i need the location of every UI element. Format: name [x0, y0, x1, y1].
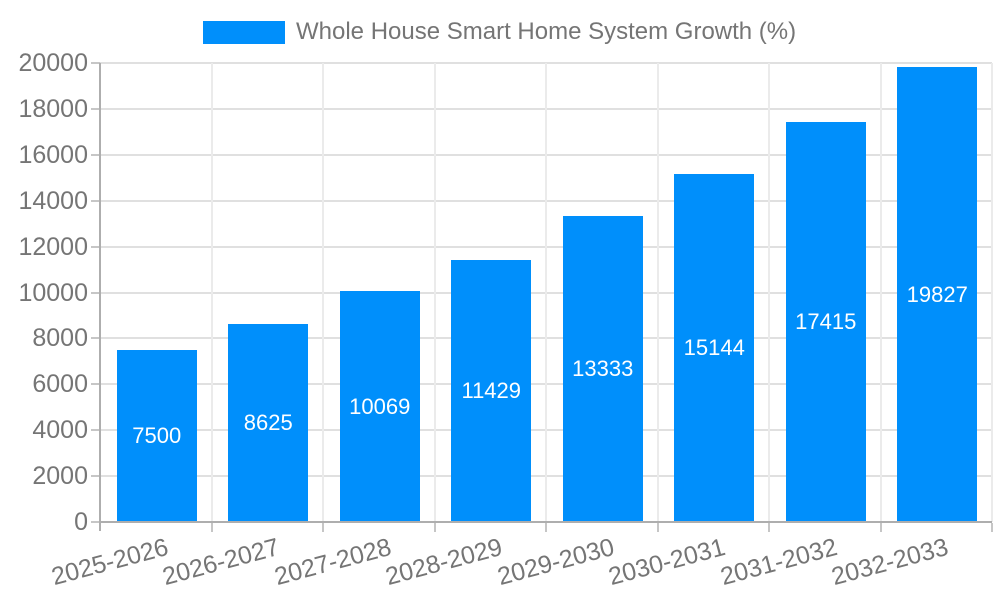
bar[interactable]: 15144: [674, 174, 755, 522]
x-axis-tick: [879, 523, 882, 532]
bar[interactable]: 8625: [228, 324, 309, 522]
y-axis-tick-label: 18000: [18, 94, 88, 123]
bar-value-label: 11429: [461, 378, 522, 403]
x-axis-tick: [545, 523, 547, 532]
bar-value-label: 8625: [243, 410, 293, 435]
x-gridline: [322, 63, 324, 522]
y-axis-tick-label: 16000: [18, 140, 88, 169]
y-axis-tick: [91, 521, 100, 523]
x-axis-tick: [991, 523, 993, 532]
bar-value-label: 13333: [572, 356, 634, 381]
x-gridline: [991, 63, 993, 522]
y-axis-tick: [91, 383, 100, 386]
bar[interactable]: 7500: [116, 350, 197, 522]
bar-value-label: 15144: [683, 335, 745, 360]
y-axis-tick-label: 2000: [32, 462, 88, 491]
x-gridline: [656, 63, 659, 522]
bar[interactable]: 17415: [785, 122, 866, 522]
x-axis-line: [100, 521, 992, 523]
y-axis-tick-label: 0: [74, 508, 88, 536]
legend-item[interactable]: Whole House Smart Home System Growth (%): [203, 19, 796, 45]
y-axis-tick-label: 20000: [18, 49, 88, 77]
x-gridline: [545, 63, 547, 522]
y-axis-tick: [91, 107, 100, 110]
bar[interactable]: 13333: [562, 216, 643, 522]
bar-value-label: 7500: [132, 423, 182, 448]
legend-label: Whole House Smart Home System Growth (%): [296, 18, 797, 45]
y-axis-tick-label: 14000: [18, 186, 88, 215]
bar[interactable]: 10069: [339, 291, 420, 522]
x-axis-tick: [433, 523, 436, 532]
y-axis-tick: [91, 153, 100, 156]
x-gridline: [210, 63, 213, 522]
y-axis-tick-label: 8000: [32, 324, 88, 353]
y-axis-tick-label: 10000: [18, 278, 88, 307]
y-axis-tick: [91, 291, 100, 294]
y-axis-tick-label: 12000: [18, 232, 88, 261]
x-axis-tick: [768, 523, 770, 532]
x-gridline: [768, 63, 770, 522]
bar-value-label: 10069: [349, 393, 411, 419]
y-axis-tick: [91, 337, 100, 340]
plot-area: 7500 8625 10069 11429 13333 15144 17415 19827: [100, 62, 993, 522]
y-axis-tick: [91, 62, 100, 64]
legend-swatch: [203, 20, 285, 44]
y-axis-tick: [91, 199, 100, 202]
bar-value-label: 19827: [906, 281, 968, 307]
y-axis-tick-label: 6000: [32, 370, 88, 399]
bar[interactable]: 19827: [897, 67, 978, 522]
x-axis-tick: [322, 523, 324, 532]
y-axis-tick: [91, 475, 100, 478]
bar-value-label: 17415: [795, 309, 857, 334]
bar[interactable]: 11429: [451, 260, 532, 522]
x-gridline: [433, 63, 436, 522]
x-axis-tick: [656, 523, 659, 532]
x-axis-tick: [210, 523, 213, 532]
y-axis-line: [99, 63, 101, 531]
x-gridline: [879, 63, 882, 522]
y-axis-tick-label: 4000: [32, 416, 88, 445]
y-axis-tick: [91, 429, 100, 432]
y-axis-tick: [91, 245, 100, 248]
